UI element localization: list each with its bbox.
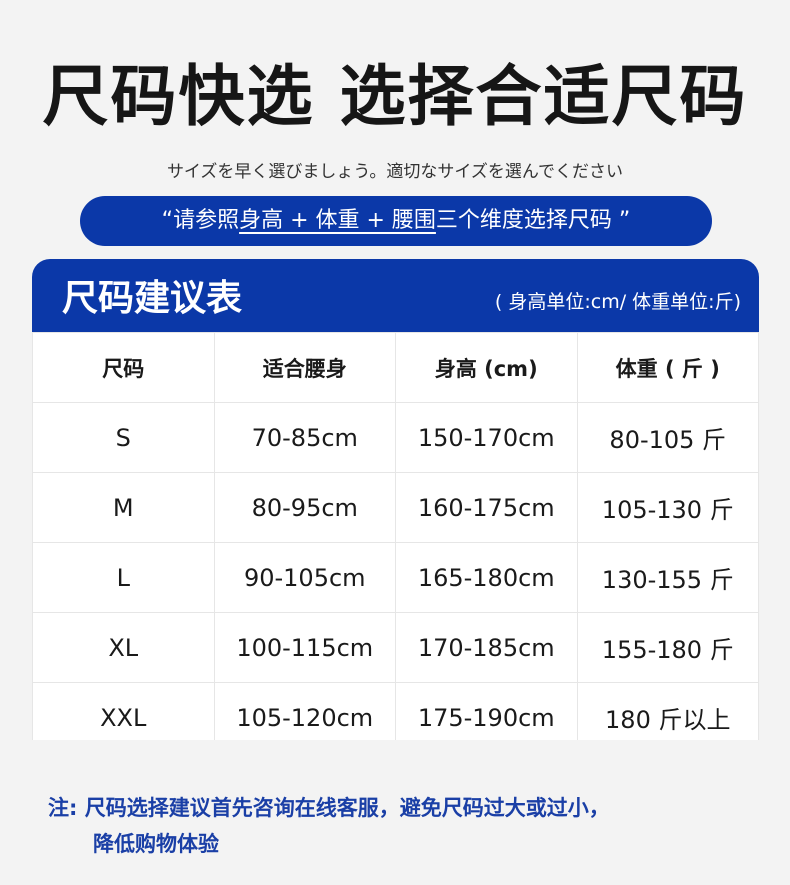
table-cell: 80-105 斤 [576, 402, 759, 473]
table-cell: 160-175cm [395, 472, 578, 543]
table-cell: L [32, 542, 215, 613]
subtitle: サイズを早く選びましょう。適切なサイズを選んでください [166, 162, 624, 182]
table-header-row: 尺码 适合腰身 身高 (cm) 体重 ( 斤 ) [32, 332, 759, 403]
size-table: 尺码 适合腰身 身高 (cm) 体重 ( 斤 ) S 70-85cm 150-170… [32, 332, 759, 740]
table-cell: 175-190cm [395, 682, 578, 740]
table-cell: 90-105cm [213, 542, 396, 613]
column-header: 适合腰身 [213, 332, 396, 403]
column-header: 体重 ( 斤 ) [576, 332, 759, 403]
page-title: 尺码快选 选择合适尺码 [42, 58, 748, 135]
table-cell: 70-85cm [213, 402, 396, 473]
table-cell: 165-180cm [395, 542, 578, 613]
table-cell: S [32, 402, 215, 473]
table-row: XXL 105-120cm 175-190cm 180 斤以上 [32, 682, 759, 740]
footnote: 注: 尺码选择建议首先咨询在线客服，避免尺码过大或过小， 降低购物体验 [48, 790, 610, 862]
table-row: M 80-95cm 160-175cm 105-130 斤 [32, 472, 759, 543]
table-cell: 155-180 斤 [576, 612, 759, 683]
table-cell: M [32, 472, 215, 543]
footnote-line-1: 注: 尺码选择建议首先咨询在线客服，避免尺码过大或过小， [48, 796, 610, 820]
size-chart-header: 尺码建议表 ( 身高单位:cm/ 体重单位:斤) [32, 259, 759, 332]
column-header: 尺码 [32, 332, 215, 403]
table-cell: 170-185cm [395, 612, 578, 683]
banner-underlined: 身高 + 体重 + 腰围 [239, 208, 436, 233]
table-cell: 100-115cm [213, 612, 396, 683]
table-cell: 80-95cm [213, 472, 396, 543]
table-cell: 180 斤以上 [576, 682, 759, 740]
table-cell: XL [32, 612, 215, 683]
column-header: 身高 (cm) [395, 332, 578, 403]
table-cell: 130-155 斤 [576, 542, 759, 613]
size-chart-title: 尺码建议表 [62, 278, 243, 319]
guide-banner: “请参照身高 + 体重 + 腰围三个维度选择尺码 ” [80, 196, 712, 246]
table-row: L 90-105cm 165-180cm 130-155 斤 [32, 542, 759, 613]
size-chart: 尺码建议表 ( 身高单位:cm/ 体重单位:斤) 尺码 适合腰身 身高 (cm)… [32, 259, 759, 740]
table-cell: 105-130 斤 [576, 472, 759, 543]
table-cell: 105-120cm [213, 682, 396, 740]
units-note: ( 身高单位:cm/ 体重单位:斤) [494, 291, 741, 313]
table-cell: XXL [32, 682, 215, 740]
table-row: S 70-85cm 150-170cm 80-105 斤 [32, 402, 759, 473]
table-cell: 150-170cm [395, 402, 578, 473]
footnote-line-2: 降低购物体验 [93, 832, 219, 856]
banner-prefix: “请参照 [161, 208, 240, 233]
banner-suffix: 三个维度选择尺码 ” [435, 208, 631, 233]
table-row: XL 100-115cm 170-185cm 155-180 斤 [32, 612, 759, 683]
